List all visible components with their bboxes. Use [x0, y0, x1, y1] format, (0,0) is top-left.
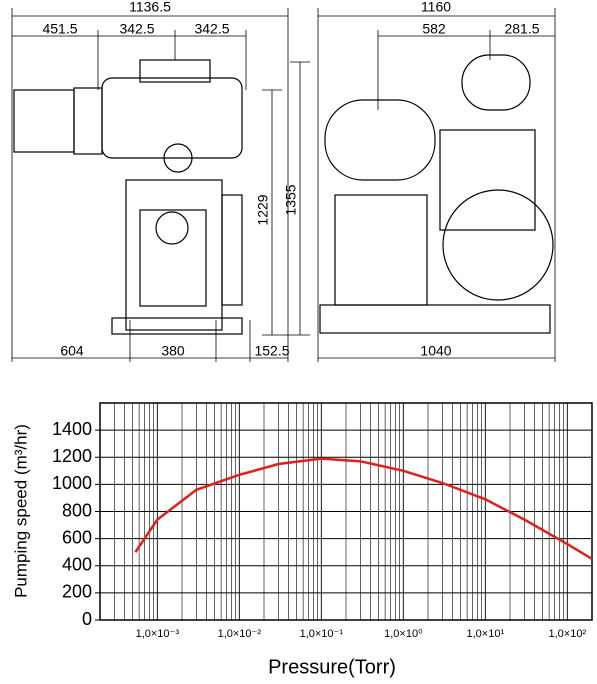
x-tick-label: 1,0×10⁰: [384, 628, 423, 640]
y-tick-label: 1200: [52, 446, 92, 466]
y-tick-label: 1000: [52, 473, 92, 493]
dimension-label: 1160: [421, 0, 451, 15]
dimension-label: 1229: [255, 194, 271, 225]
dimension-labels: 1136.5 451.5 342.5 342.5 1229 1355 604 3…: [42, 0, 539, 359]
y-tick-label: 800: [62, 500, 92, 520]
data-line: [134, 457, 593, 561]
dimension-label: 152.5: [254, 343, 289, 359]
x-axis-label: Pressure(Torr): [268, 656, 396, 678]
y-axis-label: Pumping speed (m³/hr): [11, 424, 30, 598]
x-tick-label: 1,0×10⁻³: [136, 628, 180, 640]
dimension-label: 1040: [420, 343, 451, 359]
y-tick-label: 0: [82, 609, 92, 629]
technical-drawing: [11, 8, 556, 362]
dimension-label: 281.5: [504, 21, 539, 37]
y-tick-label: 400: [62, 555, 92, 575]
plot-frame: [99, 402, 593, 621]
dimension-label: 451.5: [42, 21, 77, 37]
x-tick-label: 1,0×10⁻²: [218, 628, 262, 640]
x-tick-label: 1,0×10⁻¹: [300, 628, 344, 640]
dimension-label: 604: [60, 343, 84, 359]
dimension-label: 1355: [283, 184, 299, 215]
y-tick-label: 200: [62, 582, 92, 602]
dimension-label: 380: [161, 343, 185, 359]
chart: Pumping speed (m³/hr) Pressure(Torr) 1,0…: [11, 402, 593, 678]
dimension-label: 342.5: [119, 21, 154, 37]
dimension-label: 1136.5: [129, 0, 171, 15]
y-tick-label: 1400: [52, 419, 92, 439]
dimension-label: 582: [422, 21, 446, 37]
dimension-label: 342.5: [194, 21, 229, 37]
x-tick-label: 1,0×10²: [549, 628, 587, 640]
x-tick-label: 1,0×10¹: [467, 628, 505, 640]
y-tick-label: 600: [62, 527, 92, 547]
